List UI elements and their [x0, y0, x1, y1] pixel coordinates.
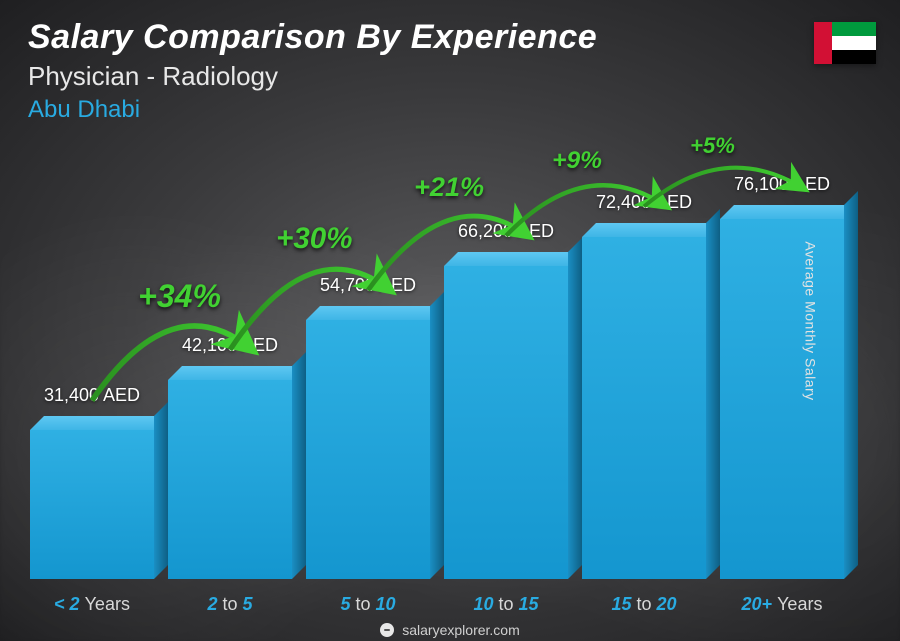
bar-shape — [444, 266, 568, 579]
bar-value-label: 54,700 AED — [294, 275, 443, 296]
bar-shape — [168, 380, 292, 579]
x-axis-category: 2 to 5 — [168, 594, 292, 615]
chart-title: Salary Comparison By Experience — [28, 18, 810, 57]
pct-change-label: +34% — [138, 278, 221, 315]
chart-area: 31,400 AED42,100 AED54,700 AED66,200 AED… — [30, 158, 844, 579]
bar-shape — [306, 320, 430, 579]
bar-shape — [720, 219, 844, 579]
chart-location: Abu Dhabi — [28, 96, 810, 124]
y-axis-label: Average Monthly Salary — [802, 241, 818, 400]
bar-value-label: 76,100 AED — [708, 174, 857, 195]
bar-value-label: 42,100 AED — [156, 335, 305, 356]
bar: 31,400 AED — [30, 430, 154, 579]
x-axis-category: 10 to 15 — [444, 594, 568, 615]
bar: 72,400 AED — [582, 237, 706, 579]
x-axis-category: 5 to 10 — [306, 594, 430, 615]
uae-flag-icon — [814, 22, 876, 64]
x-axis: < 2 Years 2 to 5 5 to 10 10 to 15 15 to 20 20… — [30, 594, 844, 615]
chart-subtitle: Physician - Radiology — [28, 61, 810, 92]
pct-change-label: +5% — [690, 133, 735, 159]
footer: salaryexplorer.com — [0, 619, 900, 641]
pct-change-label: +9% — [552, 147, 602, 175]
bar-value-label: 31,400 AED — [18, 385, 167, 406]
pct-change-label: +30% — [276, 222, 352, 256]
bar: 42,100 AED — [168, 380, 292, 579]
bar: 66,200 AED — [444, 266, 568, 579]
bar: 54,700 AED — [306, 320, 430, 579]
bar: 76,100 AED — [720, 219, 844, 579]
bar-value-label: 66,200 AED — [432, 221, 581, 242]
x-axis-category: < 2 Years — [30, 594, 154, 615]
x-axis-category: 20+ Years — [720, 594, 844, 615]
pct-change-label: +21% — [414, 172, 484, 203]
logo-icon — [380, 623, 394, 637]
header: Salary Comparison By Experience Physicia… — [28, 18, 810, 124]
bar-shape — [582, 237, 706, 579]
bar-shape — [30, 430, 154, 579]
bar-value-label: 72,400 AED — [570, 192, 719, 213]
x-axis-category: 15 to 20 — [582, 594, 706, 615]
footer-site: salaryexplorer.com — [402, 622, 520, 638]
bars-container: 31,400 AED42,100 AED54,700 AED66,200 AED… — [30, 158, 844, 579]
